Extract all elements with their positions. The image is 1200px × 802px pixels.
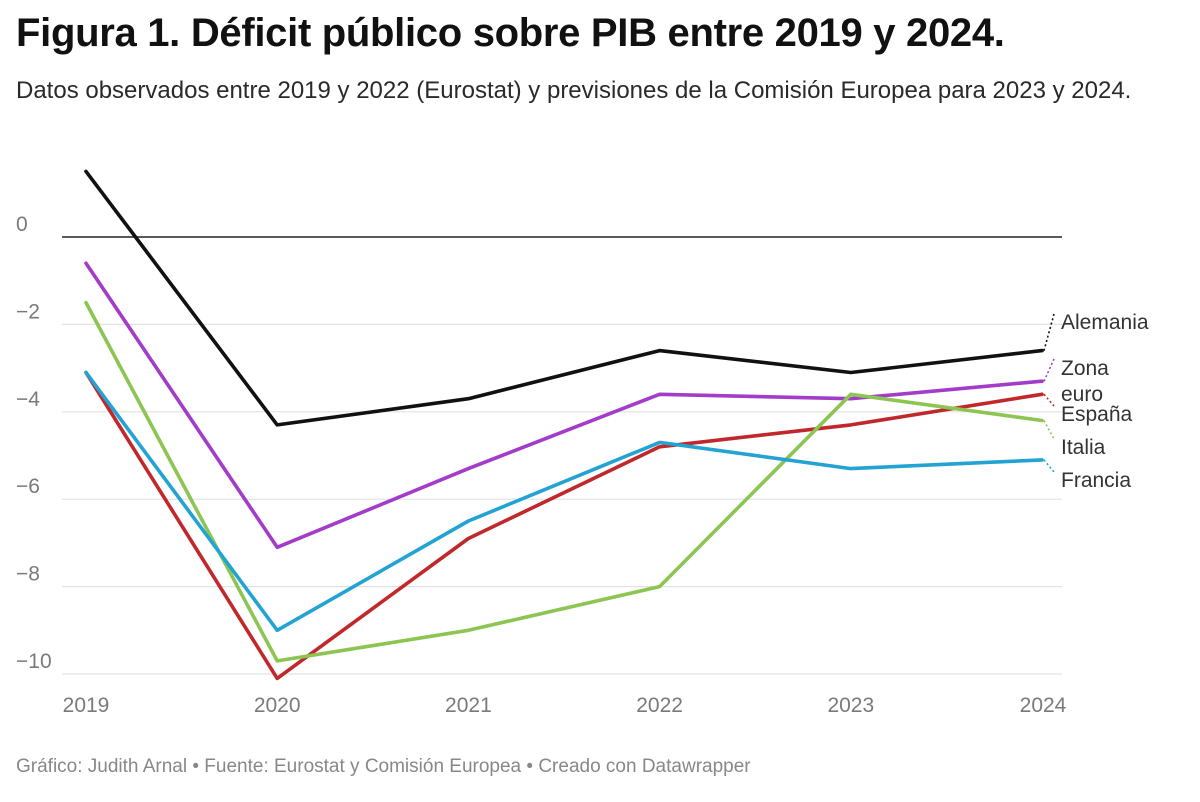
series-label: España xyxy=(1061,403,1133,426)
series-line xyxy=(84,169,1044,427)
gridlines xyxy=(62,236,1062,675)
series-lines xyxy=(84,169,1044,681)
label-leader-line xyxy=(1043,420,1055,440)
x-tick-label: 2021 xyxy=(445,694,492,717)
label-leader-line xyxy=(1043,393,1055,407)
chart-footer: Gráfico: Judith Arnal • Fuente: Eurostat… xyxy=(16,756,751,777)
y-tick-label: 0 xyxy=(16,213,28,236)
y-tick-label: −2 xyxy=(16,300,40,323)
y-tick-label: −8 xyxy=(16,563,40,586)
y-tick-label: −10 xyxy=(16,650,52,673)
label-leader-line xyxy=(1043,313,1055,351)
x-tick-label: 2024 xyxy=(1020,694,1067,717)
x-tick-label: 2023 xyxy=(827,694,874,717)
y-tick-label: −6 xyxy=(16,475,40,498)
axis-labels: 0 −2 −4 −6 −8 −10 2019 2020 2021 2022 2023 2024 xyxy=(16,213,1067,717)
x-tick-label: 2020 xyxy=(254,694,301,717)
chart-title: Figura 1. Déficit público sobre PIB entr… xyxy=(16,11,1005,55)
series-label: Francia xyxy=(1061,469,1131,492)
chart-subtitle: Datos observados entre 2019 y 2022 (Euro… xyxy=(16,77,1132,104)
y-tick-label: −4 xyxy=(16,388,40,411)
label-leader-line xyxy=(1043,358,1055,382)
series-label: Italia xyxy=(1061,436,1106,459)
series-label: Alemania xyxy=(1061,311,1149,334)
series-label: Zona euro xyxy=(1061,357,1109,406)
x-tick-label: 2019 xyxy=(63,694,110,717)
series-line xyxy=(84,300,1044,663)
series-line xyxy=(84,261,1044,550)
series-line xyxy=(84,370,1044,681)
series-line xyxy=(84,370,1044,633)
x-tick-label: 2022 xyxy=(636,694,683,717)
label-leader-line xyxy=(1043,459,1055,473)
